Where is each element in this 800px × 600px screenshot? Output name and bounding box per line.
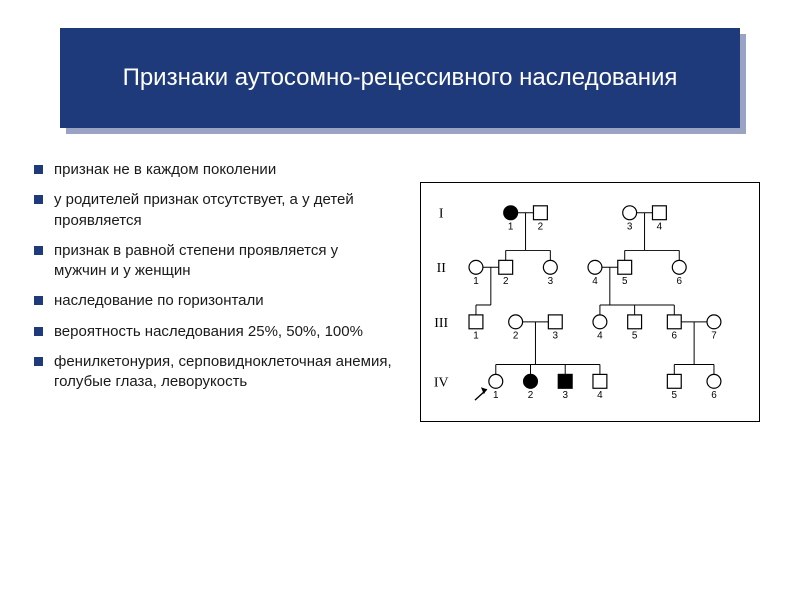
- svg-text:2: 2: [538, 222, 544, 233]
- svg-text:2: 2: [528, 390, 534, 401]
- male-symbol: [628, 315, 642, 329]
- svg-text:I: I: [439, 207, 444, 222]
- svg-text:5: 5: [622, 276, 628, 287]
- male-symbol: [469, 315, 483, 329]
- svg-text:3: 3: [553, 331, 559, 342]
- svg-text:1: 1: [493, 390, 499, 401]
- page-title: Признаки аутосомно-рецессивного наследов…: [123, 63, 678, 93]
- female-symbol: [469, 260, 483, 274]
- list-item: фенилкетонурия, серповидноклеточная анем…: [34, 352, 394, 393]
- svg-text:5: 5: [632, 331, 638, 342]
- list-item: признак в равной степени проявляется у м…: [34, 241, 394, 282]
- svg-text:4: 4: [592, 276, 598, 287]
- svg-text:6: 6: [711, 390, 717, 401]
- svg-text:II: II: [437, 261, 447, 276]
- pedigree-chart: IIIIIIIV12341234561234567123456: [420, 182, 760, 422]
- male-symbol: [667, 374, 681, 388]
- svg-text:3: 3: [562, 390, 568, 401]
- female-symbol: [489, 374, 503, 388]
- female-symbol: [509, 315, 523, 329]
- svg-text:4: 4: [597, 331, 603, 342]
- female-symbol: [524, 374, 538, 388]
- list-item: вероятность наследования 25%, 50%, 100%: [34, 322, 394, 342]
- svg-text:4: 4: [657, 222, 663, 233]
- svg-text:2: 2: [513, 331, 519, 342]
- svg-text:1: 1: [473, 276, 479, 287]
- bullet-list-region: признак не в каждом поколении у родителе…: [34, 160, 394, 402]
- svg-text:2: 2: [503, 276, 509, 287]
- svg-text:5: 5: [672, 390, 678, 401]
- svg-text:1: 1: [473, 331, 479, 342]
- male-symbol: [533, 206, 547, 220]
- female-symbol: [543, 260, 557, 274]
- list-item: у родителей признак отсутствует, а у дет…: [34, 190, 394, 231]
- bullet-list: признак не в каждом поколении у родителе…: [34, 160, 394, 392]
- female-symbol: [504, 206, 518, 220]
- female-symbol: [593, 315, 607, 329]
- female-symbol: [672, 260, 686, 274]
- male-symbol: [652, 206, 666, 220]
- male-symbol: [618, 260, 632, 274]
- svg-text:III: III: [434, 316, 448, 331]
- male-symbol: [593, 374, 607, 388]
- svg-text:6: 6: [672, 331, 678, 342]
- list-item: признак не в каждом поколении: [34, 160, 394, 180]
- svg-text:1: 1: [508, 222, 514, 233]
- female-symbol: [623, 206, 637, 220]
- female-symbol: [588, 260, 602, 274]
- female-symbol: [707, 315, 721, 329]
- male-symbol: [558, 374, 572, 388]
- pedigree-svg: IIIIIIIV12341234561234567123456: [421, 183, 759, 421]
- list-item: наследование по горизонтали: [34, 291, 394, 311]
- svg-text:6: 6: [676, 276, 682, 287]
- svg-text:4: 4: [597, 390, 603, 401]
- svg-text:3: 3: [627, 222, 633, 233]
- svg-text:IV: IV: [434, 375, 449, 390]
- female-symbol: [707, 374, 721, 388]
- male-symbol: [499, 260, 513, 274]
- title-banner: Признаки аутосомно-рецессивного наследов…: [60, 28, 740, 128]
- male-symbol: [667, 315, 681, 329]
- male-symbol: [548, 315, 562, 329]
- svg-text:7: 7: [711, 331, 717, 342]
- svg-text:3: 3: [548, 276, 554, 287]
